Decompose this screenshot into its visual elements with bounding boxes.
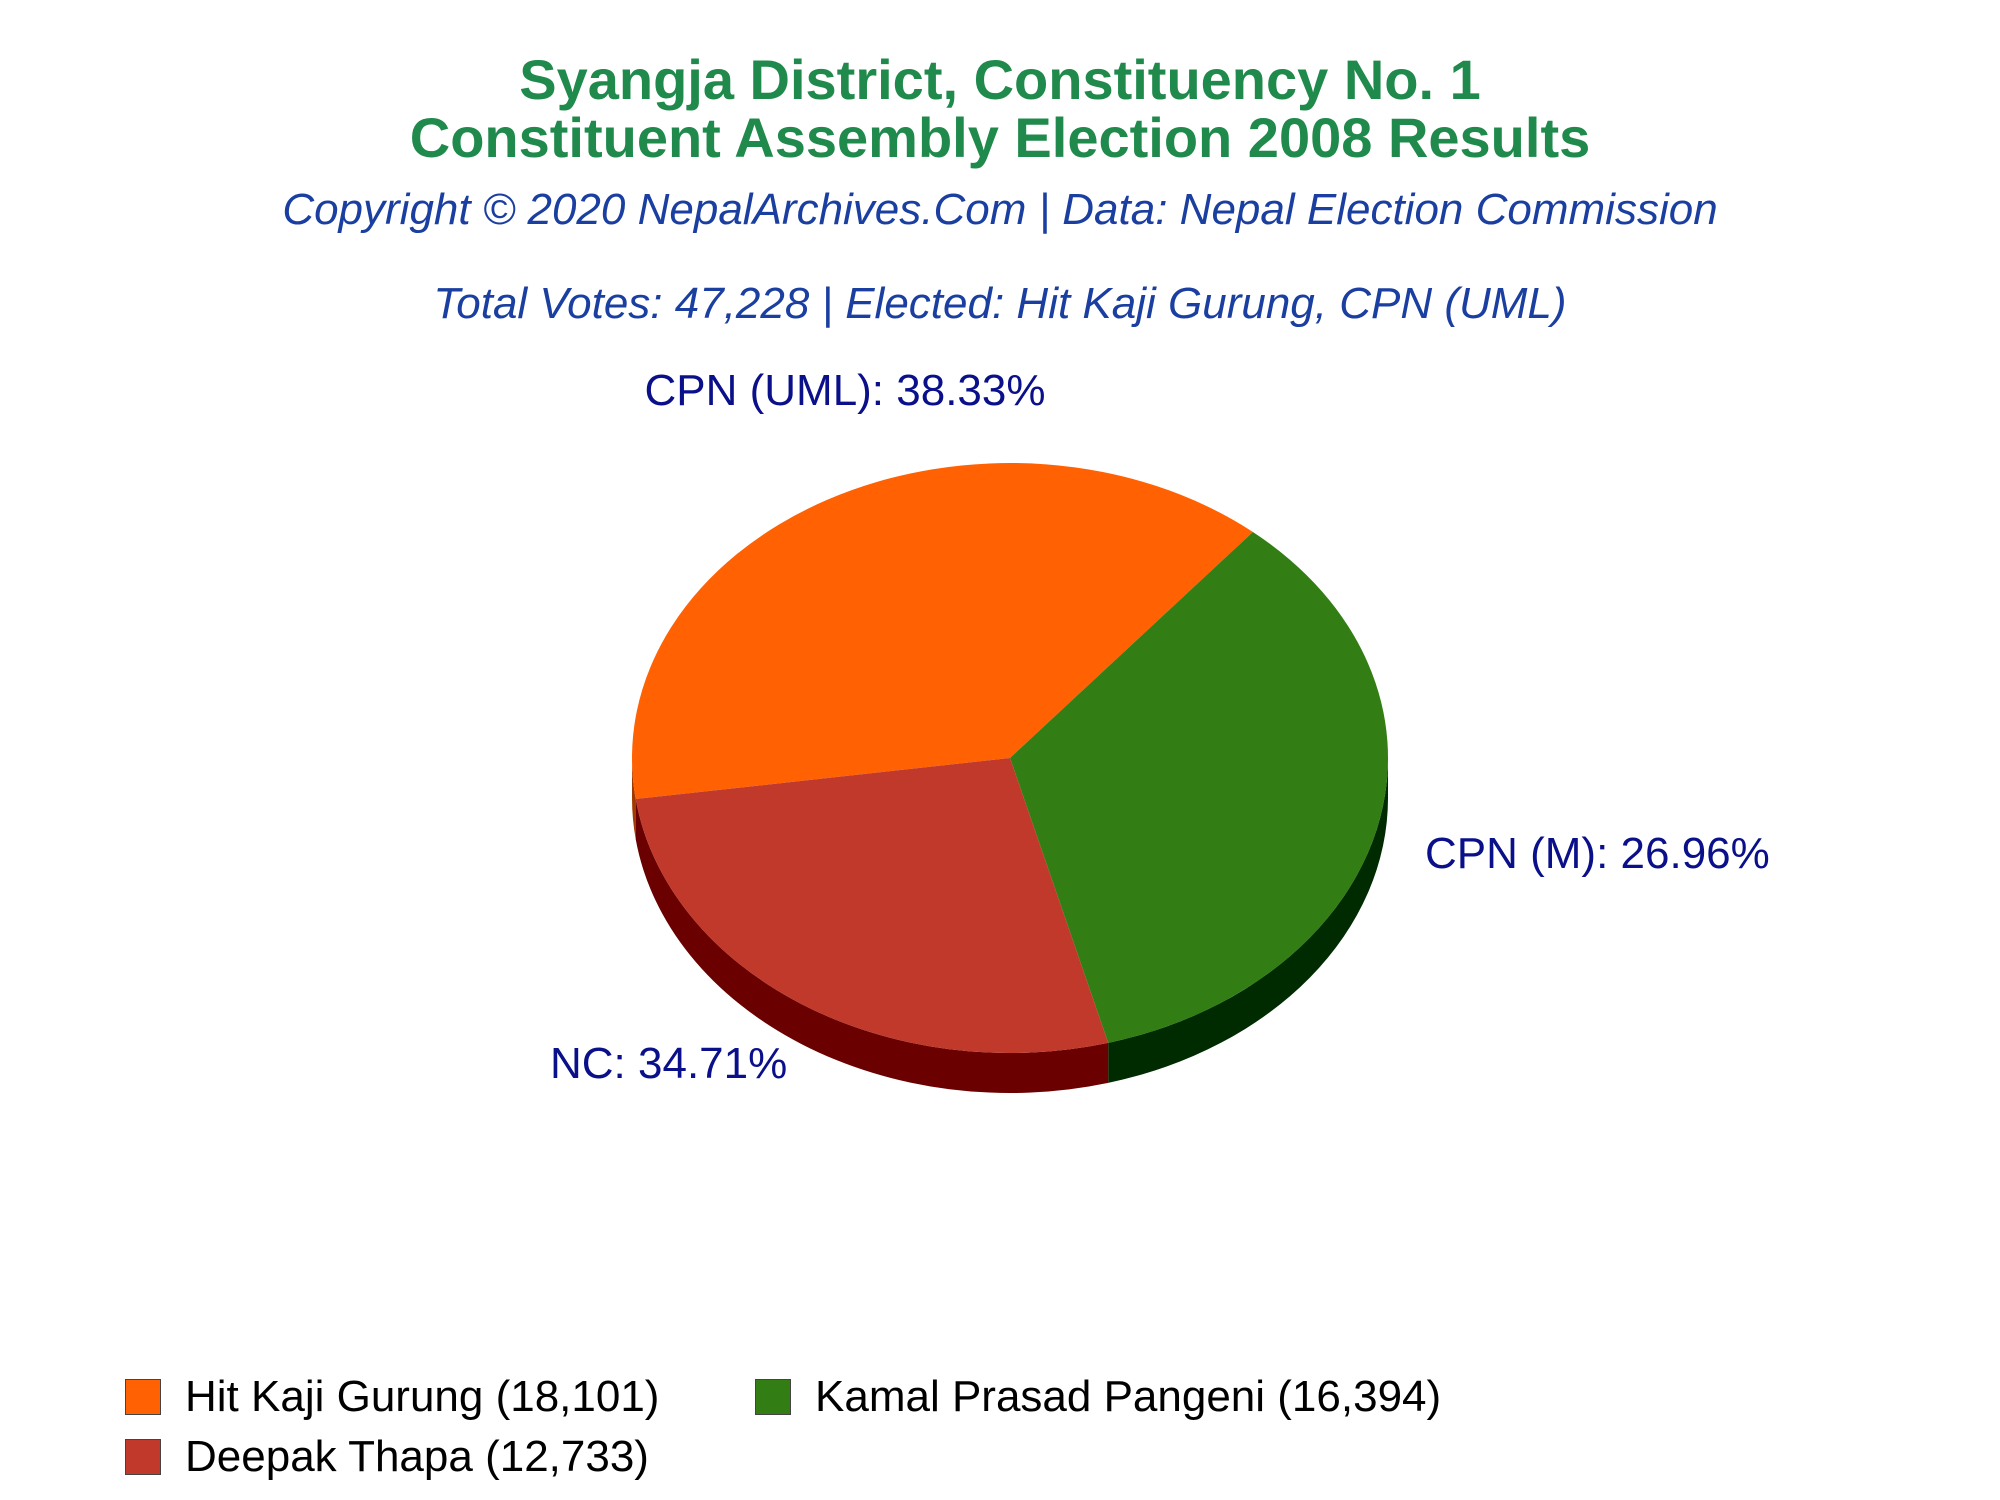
data-label: CPN (M): 26.96% bbox=[1425, 829, 1770, 878]
summary-text: Total Votes: 47,228 | Elected: Hit Kaji … bbox=[433, 279, 1567, 328]
chart-title-line1: Syangja District, Constituency No. 1 bbox=[519, 48, 1481, 111]
legend-label: Kamal Prasad Pangeni (16,394) bbox=[815, 1372, 1442, 1421]
legend-swatch bbox=[125, 1439, 161, 1475]
pie-side-walls bbox=[632, 758, 1388, 1093]
pie-side-1 bbox=[1108, 758, 1388, 1083]
legend-item-deepak-thapa: Deepak Thapa (12,733) bbox=[125, 1432, 649, 1482]
pie-side-0 bbox=[632, 758, 636, 840]
legend-label: Hit Kaji Gurung (18,101) bbox=[185, 1372, 660, 1421]
copyright-text: Copyright © 2020 NepalArchives.Com | Dat… bbox=[282, 185, 1718, 234]
legend-label: Deepak Thapa (12,733) bbox=[185, 1432, 649, 1481]
pie-slice-nc bbox=[1010, 531, 1389, 1043]
data-label: NC: 34.71% bbox=[550, 1039, 787, 1088]
legend-item-hit-kaji-gurung: Hit Kaji Gurung (18,101) bbox=[125, 1372, 659, 1422]
legend-swatch bbox=[755, 1379, 791, 1415]
chart-title-line2: Constituent Assembly Election 2008 Resul… bbox=[409, 106, 1591, 169]
pie-slice-cpn-uml bbox=[631, 462, 1253, 800]
legend-swatch bbox=[125, 1379, 161, 1415]
data-label: CPN (UML): 38.33% bbox=[644, 366, 1045, 415]
pie-slice-cpn-m bbox=[635, 758, 1109, 1054]
pie-side-2 bbox=[635, 799, 1109, 1093]
legend-item-kamal-prasad-pangeni: Kamal Prasad Pangeni (16,394) bbox=[755, 1372, 1441, 1422]
